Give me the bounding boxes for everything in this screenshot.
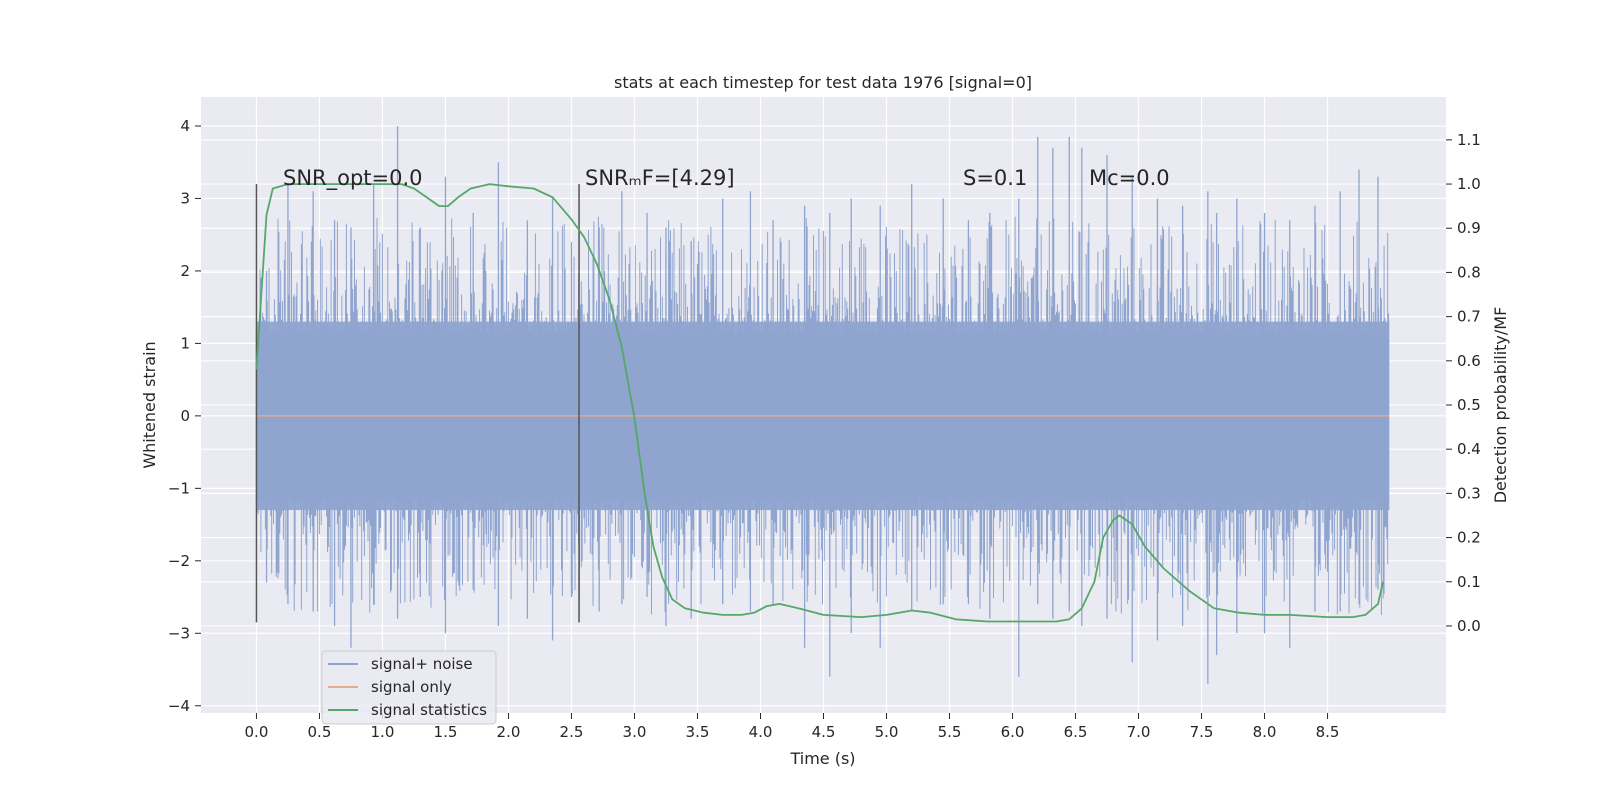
x-tick-label: 7.0 bbox=[1127, 723, 1151, 741]
y-tick-label: −2 bbox=[168, 552, 190, 570]
x-tick-label: 4.0 bbox=[749, 723, 773, 741]
y-right-tick-label: 0.1 bbox=[1457, 573, 1481, 591]
y-tick-label: −1 bbox=[168, 479, 190, 497]
x-tick-label: 0.0 bbox=[245, 723, 269, 741]
y-axis-label: Whitened strain bbox=[140, 341, 159, 468]
chart-title: stats at each timestep for test data 197… bbox=[614, 73, 1032, 92]
snr-opt-annotation: SNR_opt=0.0 bbox=[283, 166, 423, 191]
x-tick-label: 7.5 bbox=[1190, 723, 1214, 741]
y-right-tick-label: 0.0 bbox=[1457, 617, 1481, 635]
y-tick-label: 2 bbox=[180, 262, 190, 280]
legend: signal+ noise signal only signal statist… bbox=[321, 650, 497, 725]
y-right-tick-label: 1.1 bbox=[1457, 131, 1481, 149]
y-right-tick-label: 0.6 bbox=[1457, 352, 1481, 370]
y-right-tick-label: 0.5 bbox=[1457, 396, 1481, 414]
y-tick-label: 1 bbox=[180, 334, 190, 352]
y-right-tick-label: 0.2 bbox=[1457, 529, 1481, 547]
axes: 0.0 0.5 1.0 1.5 2.0 2.5 3.0 3.5 4.0 4.5 5.0 5.5 6.0 6… bbox=[168, 117, 1481, 741]
snr-mf-annotation: SNRₘF=[4.29] bbox=[585, 166, 735, 190]
x-tick-label: 5.0 bbox=[875, 723, 899, 741]
legend-label-signal-plus-noise: signal+ noise bbox=[371, 655, 473, 673]
x-tick-label: 8.5 bbox=[1316, 723, 1340, 741]
y-right-tick-label: 0.4 bbox=[1457, 440, 1481, 458]
y-right-tick-label: 0.3 bbox=[1457, 484, 1481, 502]
y-right-tick-label: 0.8 bbox=[1457, 263, 1481, 281]
x-tick-label: 2.5 bbox=[560, 723, 584, 741]
vertical-lines bbox=[255, 183, 580, 623]
x-tick-label: 8.0 bbox=[1253, 723, 1277, 741]
x-tick-label: 1.5 bbox=[434, 723, 458, 741]
y-tick-label: 4 bbox=[180, 117, 190, 135]
series-signal-statistics bbox=[255, 183, 1384, 623]
y-axis-right-label: Detection probability/MF bbox=[1491, 307, 1510, 504]
signal-statistics-line bbox=[255, 183, 1384, 623]
x-tick-label: 6.5 bbox=[1064, 723, 1088, 741]
y-tick-label: −4 bbox=[168, 697, 190, 715]
y-tick-label: −3 bbox=[168, 624, 190, 642]
y-right-tick-label: 0.7 bbox=[1457, 308, 1481, 326]
x-tick-label: 5.5 bbox=[938, 723, 962, 741]
x-tick-label: 6.0 bbox=[1001, 723, 1025, 741]
x-tick-label: 0.5 bbox=[308, 723, 332, 741]
x-tick-label: 1.0 bbox=[371, 723, 395, 741]
legend-label-signal-statistics: signal statistics bbox=[371, 701, 487, 719]
legend-box bbox=[321, 650, 497, 725]
x-axis-label: Time (s) bbox=[789, 749, 855, 768]
x-tick-label: 2.0 bbox=[497, 723, 521, 741]
y-tick-label: 0 bbox=[180, 407, 190, 425]
x-tick-label: 4.5 bbox=[812, 723, 836, 741]
mc-annotation: Mc=0.0 bbox=[1089, 166, 1170, 190]
legend-label-signal-only: signal only bbox=[371, 678, 452, 696]
x-tick-label: 3.5 bbox=[686, 723, 710, 741]
y-tick-label: 3 bbox=[180, 189, 190, 207]
s-annotation: S=0.1 bbox=[963, 166, 1027, 190]
y-right-tick-label: 0.9 bbox=[1457, 219, 1481, 237]
x-tick-label: 3.0 bbox=[623, 723, 647, 741]
y-right-tick-label: 1.0 bbox=[1457, 175, 1481, 193]
